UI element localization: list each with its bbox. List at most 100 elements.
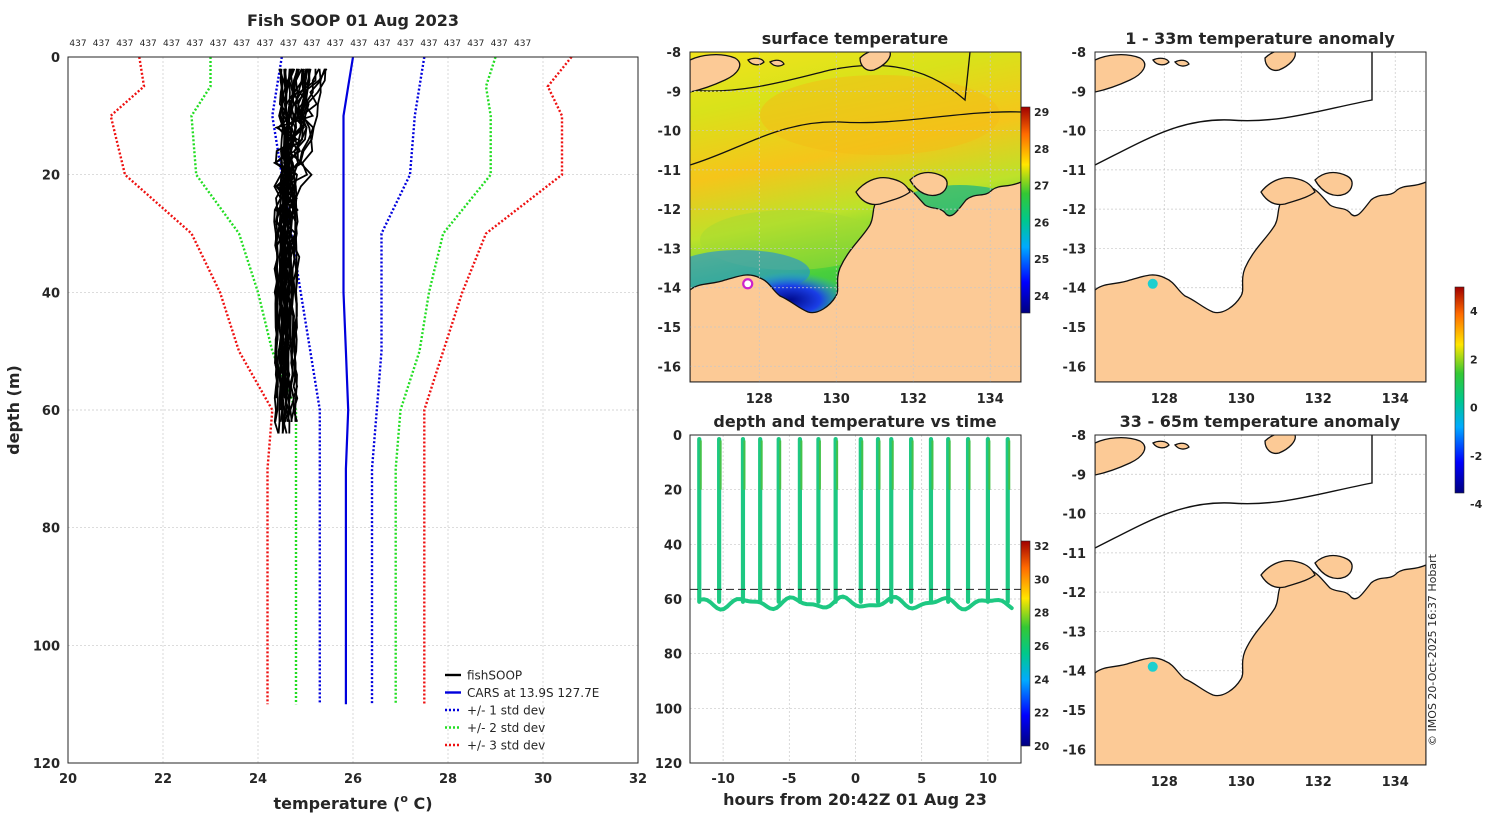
colorbar-tick-label: 29 [1034, 106, 1049, 119]
island [1264, 52, 1296, 72]
time-x-tick-label: -5 [782, 772, 796, 787]
island [1095, 54, 1146, 93]
lat-tick-label: -9 [667, 85, 681, 100]
profile-y-tick-label: 120 [33, 757, 60, 772]
profile-count-label: 437 [140, 39, 157, 49]
lat-tick-label: -10 [658, 125, 682, 140]
lat-tick-label: -14 [658, 282, 682, 297]
island [1260, 559, 1316, 589]
island [1314, 171, 1353, 197]
time-bottom-trace [698, 594, 1014, 612]
sst-contour-1 [690, 52, 971, 102]
lat-tick-label: -14 [1063, 282, 1087, 297]
anomaly-2-contour [1095, 435, 1373, 549]
lon-tick-label: 128 [1151, 392, 1178, 407]
time-y-tick-label: 60 [664, 593, 682, 608]
profile-legend: fishSOOP CARS at 13.9S 127.7E +/- 1 std de… [445, 669, 599, 753]
lat-tick-label: -16 [1063, 360, 1087, 375]
profile-title: Fish SOOP 01 Aug 2023 [247, 11, 459, 30]
fishsoop-profile-line [292, 68, 326, 423]
profile-y-label: depth (m) [4, 365, 23, 455]
time-y-tick-label: 120 [655, 757, 682, 772]
lat-tick-label: -8 [1072, 429, 1086, 444]
sst-grid [690, 52, 1021, 382]
profile-x-label: temperature (o C) [273, 792, 432, 813]
imos-credit: © IMOS 20-Oct-2025 16:37 Hobart [1426, 553, 1439, 746]
sst-ticks: 128 130 132 134 -8 -9 -10 -11 -12 -13 -14 -15 -16 [658, 46, 1004, 407]
std-dev-high-2 [370, 56, 426, 705]
profile-count-label: 437 [257, 39, 274, 49]
profile-axes-box [67, 56, 639, 764]
lon-tick-label: 128 [746, 392, 773, 407]
cars-climatology-line [342, 56, 355, 705]
time-x-tick-label: -10 [711, 772, 735, 787]
time-y-tick-label: 100 [655, 702, 682, 717]
profile-x-tick-label: 30 [534, 772, 552, 787]
colorbar-tick-label: 28 [1034, 607, 1049, 620]
colorbar-tick-label: 26 [1034, 216, 1050, 229]
legend-label-1: CARS at 13.9S 127.7E [467, 686, 599, 700]
lat-tick-label: -15 [658, 321, 682, 336]
lon-tick-label: 128 [1151, 775, 1178, 790]
std-dev-low-3 [190, 57, 298, 705]
profile-panel: Fish SOOP 01 Aug 2023 437 437 437 437 437 437… [4, 11, 647, 813]
lat-tick-label: -8 [1072, 46, 1086, 61]
island [1314, 554, 1353, 580]
profile-x-tick-label: 26 [344, 772, 362, 787]
anomaly-1-land [1095, 52, 1426, 382]
lat-tick-label: -16 [658, 360, 682, 375]
profile-count-label: 437 [491, 39, 508, 49]
lat-tick-label: -15 [1063, 704, 1087, 719]
profile-count-label: 437 [93, 39, 110, 49]
anomaly-2-ticks: 128 130 132 134 -8 -9 -10 -11 -12 -13 -14 -15 -16 [1063, 429, 1409, 790]
legend-label-3: +/- 2 std dev [467, 721, 545, 735]
colorbar-tick-label: 25 [1034, 253, 1049, 266]
anomaly-2-vessel-marker [1147, 661, 1158, 672]
colorbar-tick-label: 32 [1034, 540, 1049, 553]
time-x-tick-label: 5 [917, 772, 926, 787]
colorbar-tick-label: -2 [1470, 450, 1482, 463]
profile-count-label: 437 [186, 39, 203, 49]
std-dev-high-4 [423, 56, 573, 705]
anomaly-1-vessel-marker [1147, 278, 1158, 289]
lon-tick-label: 130 [1228, 392, 1255, 407]
anomaly-33-65m-panel: 33 - 65m temperature anomaly 128 130 132 13… [1063, 412, 1427, 790]
lon-tick-label: 132 [1305, 392, 1332, 407]
anomaly-colorbar [1454, 286, 1465, 494]
fishsoop-profile-line [281, 68, 327, 399]
profile-y-tick-label: 0 [51, 51, 60, 66]
colorbar-tick-label: 27 [1034, 180, 1049, 193]
time-colorbar-ticks: 32 30 28 26 24 22 20 [1034, 540, 1050, 753]
lat-tick-label: -13 [1063, 242, 1087, 257]
profile-count-label: 437 [327, 39, 344, 49]
sst-colorbar [1020, 106, 1031, 314]
lat-tick-label: -13 [1063, 625, 1087, 640]
profile-x-tick-label: 32 [629, 772, 647, 787]
profile-count-label: 437 [280, 39, 297, 49]
mainland [1095, 564, 1426, 765]
anomaly-colorbar-ticks: 4 2 0 -2 -4 [1470, 305, 1483, 511]
std-dev-low-4 [109, 56, 274, 705]
fishsoop-profile-line [278, 68, 284, 399]
lon-tick-label: 130 [823, 392, 850, 407]
profile-y-tick-label: 20 [42, 169, 60, 184]
profile-x-tick-label: 24 [249, 772, 267, 787]
lon-tick-label: 134 [977, 392, 1004, 407]
fishsoop-profile-line [273, 68, 328, 434]
island [1260, 176, 1316, 206]
profile-count-label: 437 [374, 39, 391, 49]
lon-tick-label: 132 [1305, 775, 1332, 790]
profile-count-label: 437 [514, 39, 531, 49]
colorbar-tick-label: -4 [1470, 498, 1483, 511]
time-panel: depth and temperature vs time -10 -5 0 5 100… [655, 412, 1050, 809]
anomaly-2-title: 33 - 65m temperature anomaly [1120, 412, 1401, 431]
sst-colorbar-ticks: 29 28 27 26 25 24 [1034, 106, 1050, 303]
lon-tick-label: 130 [1228, 775, 1255, 790]
island [690, 54, 741, 93]
sst-vessel-marker [742, 278, 754, 290]
lat-tick-label: -12 [1063, 586, 1087, 601]
island [1173, 59, 1190, 67]
profile-y-tick-label: 40 [42, 286, 60, 301]
time-title: depth and temperature vs time [713, 412, 996, 431]
time-x-label: hours from 20:42Z 01 Aug 23 [723, 790, 987, 809]
